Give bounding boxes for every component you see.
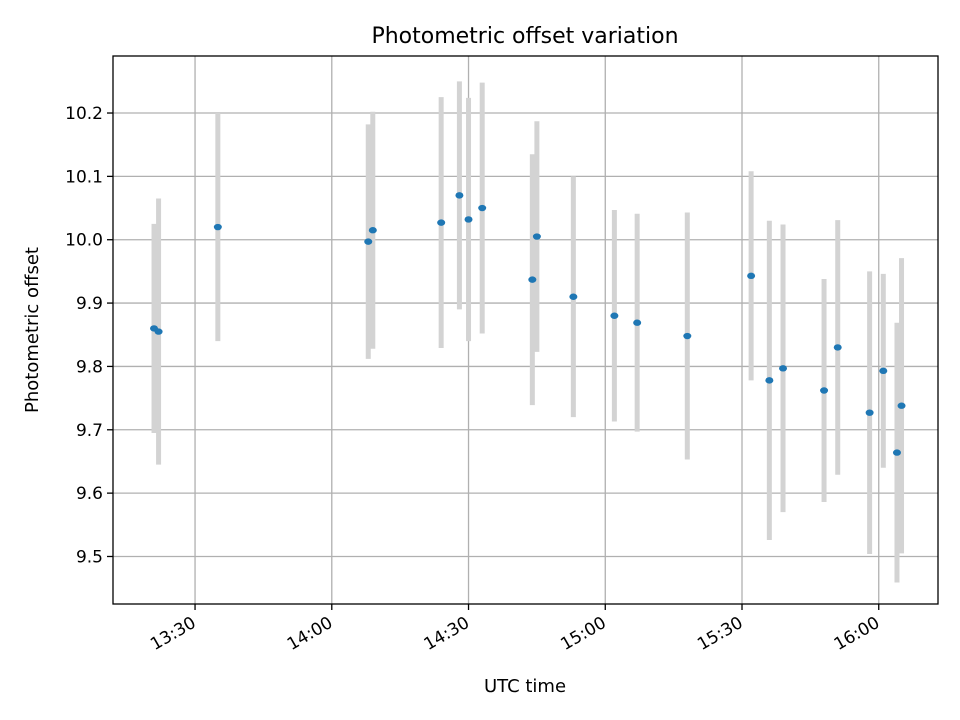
data-point (633, 319, 642, 326)
y-tick-label: 9.7 (76, 421, 103, 441)
data-point (532, 233, 541, 240)
data-point (779, 365, 788, 372)
y-axis-label: Photometric offset (22, 247, 43, 413)
data-point (892, 449, 901, 456)
data-point (478, 204, 487, 212)
y-tick-label: 10.0 (65, 231, 103, 251)
data-point (437, 219, 446, 226)
data-point (747, 272, 756, 280)
chart-title: Photometric offset variation (371, 24, 678, 49)
data-point (154, 328, 163, 335)
x-axis-label: UTC time (484, 676, 566, 697)
data-point (464, 216, 473, 223)
data-point (865, 409, 874, 416)
data-point (213, 223, 222, 231)
data-points (150, 192, 906, 456)
y-tick-label: 9.8 (76, 357, 103, 377)
data-point (897, 402, 906, 409)
data-point (765, 377, 774, 384)
data-point (528, 276, 537, 283)
y-tick-label: 9.9 (76, 294, 103, 314)
data-point (820, 387, 829, 394)
y-tick-label: 9.6 (76, 484, 103, 504)
y-tick-label: 9.5 (76, 547, 103, 567)
y-tick-label: 10.2 (65, 104, 103, 124)
data-point (368, 227, 377, 234)
y-tick-label: 10.1 (65, 167, 103, 187)
data-point (610, 312, 619, 319)
plot-frame (112, 55, 939, 605)
data-point (833, 344, 842, 351)
y-axis: 9.5 9.6 9.7 9.8 9.9 10.0 10.1 10.2 (65, 104, 113, 567)
data-point (455, 192, 464, 199)
plot-area (113, 56, 938, 604)
data-point (879, 367, 888, 375)
data-point (569, 293, 578, 300)
data-point (364, 238, 373, 245)
data-point (683, 332, 692, 340)
